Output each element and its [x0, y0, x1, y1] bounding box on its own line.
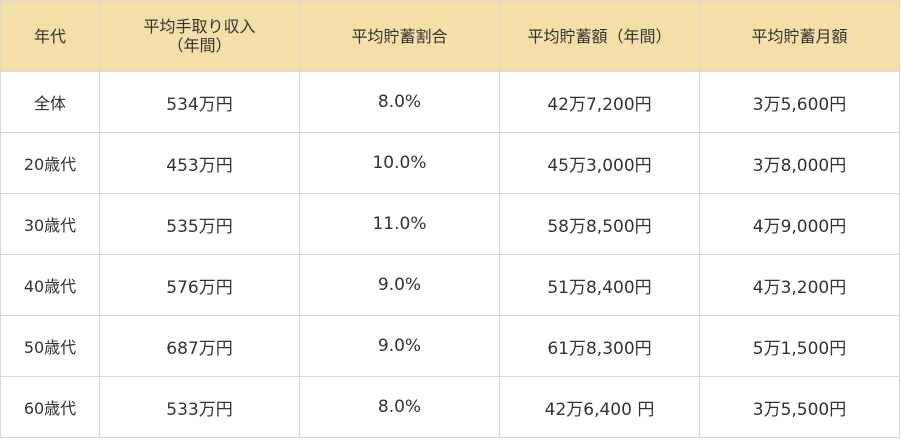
savings-rate-cell: 10.0%: [299, 132, 500, 194]
savings-rate-cell: 11.0%: [299, 193, 500, 255]
annual-savings-cell: 42万7,200円: [499, 71, 700, 133]
annual-savings-cell: 61万8,300円: [499, 315, 700, 377]
table-header-row: 年代 平均手取り収入 （年間） 平均貯蓄割合 平均貯蓄額（年間） 平均貯蓄月額: [0, 0, 900, 72]
net-income-cell: 533万円: [99, 376, 300, 438]
net-income-cell: 576万円: [99, 254, 300, 316]
age-group-cell: 40歳代: [0, 254, 100, 316]
table-row: 50歳代 687万円 9.0% 61万8,300円 5万1,500円: [0, 315, 900, 377]
savings-rate-cell: 9.0%: [299, 315, 500, 377]
monthly-savings-cell: 4万3,200円: [699, 254, 900, 316]
savings-rate-cell: 9.0%: [299, 254, 500, 316]
age-group-cell: 50歳代: [0, 315, 100, 377]
net-income-cell: 687万円: [99, 315, 300, 377]
net-income-cell: 453万円: [99, 132, 300, 194]
age-group-cell: 全体: [0, 71, 100, 133]
header-label: 平均手取り収入: [143, 17, 256, 36]
table-row: 30歳代 535万円 11.0% 58万8,500円 4万9,000円: [0, 193, 900, 255]
age-group-cell: 60歳代: [0, 376, 100, 438]
age-group-cell: 30歳代: [0, 193, 100, 255]
table-row: 20歳代 453万円 10.0% 45万3,000円 3万8,000円: [0, 132, 900, 194]
annual-savings-cell: 45万3,000円: [499, 132, 700, 194]
monthly-savings-cell: 3万5,600円: [699, 71, 900, 133]
header-label: 平均貯蓄割合: [351, 26, 448, 46]
header-label: 平均貯蓄月額: [751, 26, 848, 46]
header-label: 平均貯蓄額（年間）: [527, 26, 672, 46]
header-avg-net-income: 平均手取り収入 （年間）: [99, 0, 300, 72]
savings-rate-cell: 8.0%: [299, 71, 500, 133]
header-label: 年代: [33, 26, 66, 46]
net-income-cell: 534万円: [99, 71, 300, 133]
header-avg-monthly-savings: 平均貯蓄月額: [699, 0, 900, 72]
header-avg-annual-savings: 平均貯蓄額（年間）: [499, 0, 700, 72]
annual-savings-cell: 51万8,400円: [499, 254, 700, 316]
table-row: 40歳代 576万円 9.0% 51万8,400円 4万3,200円: [0, 254, 900, 316]
table-row: 全体 534万円 8.0% 42万7,200円 3万5,600円: [0, 71, 900, 133]
monthly-savings-cell: 3万8,000円: [699, 132, 900, 194]
table-row: 60歳代 533万円 8.0% 42万6,400 円 3万5,500円: [0, 376, 900, 438]
header-avg-savings-rate: 平均貯蓄割合: [299, 0, 500, 72]
annual-savings-cell: 42万6,400 円: [499, 376, 700, 438]
savings-rate-cell: 8.0%: [299, 376, 500, 438]
annual-savings-cell: 58万8,500円: [499, 193, 700, 255]
net-income-cell: 535万円: [99, 193, 300, 255]
monthly-savings-cell: 4万9,000円: [699, 193, 900, 255]
header-age-group: 年代: [0, 0, 100, 72]
header-sublabel: （年間）: [167, 36, 232, 55]
monthly-savings-cell: 3万5,500円: [699, 376, 900, 438]
monthly-savings-cell: 5万1,500円: [699, 315, 900, 377]
age-group-cell: 20歳代: [0, 132, 100, 194]
